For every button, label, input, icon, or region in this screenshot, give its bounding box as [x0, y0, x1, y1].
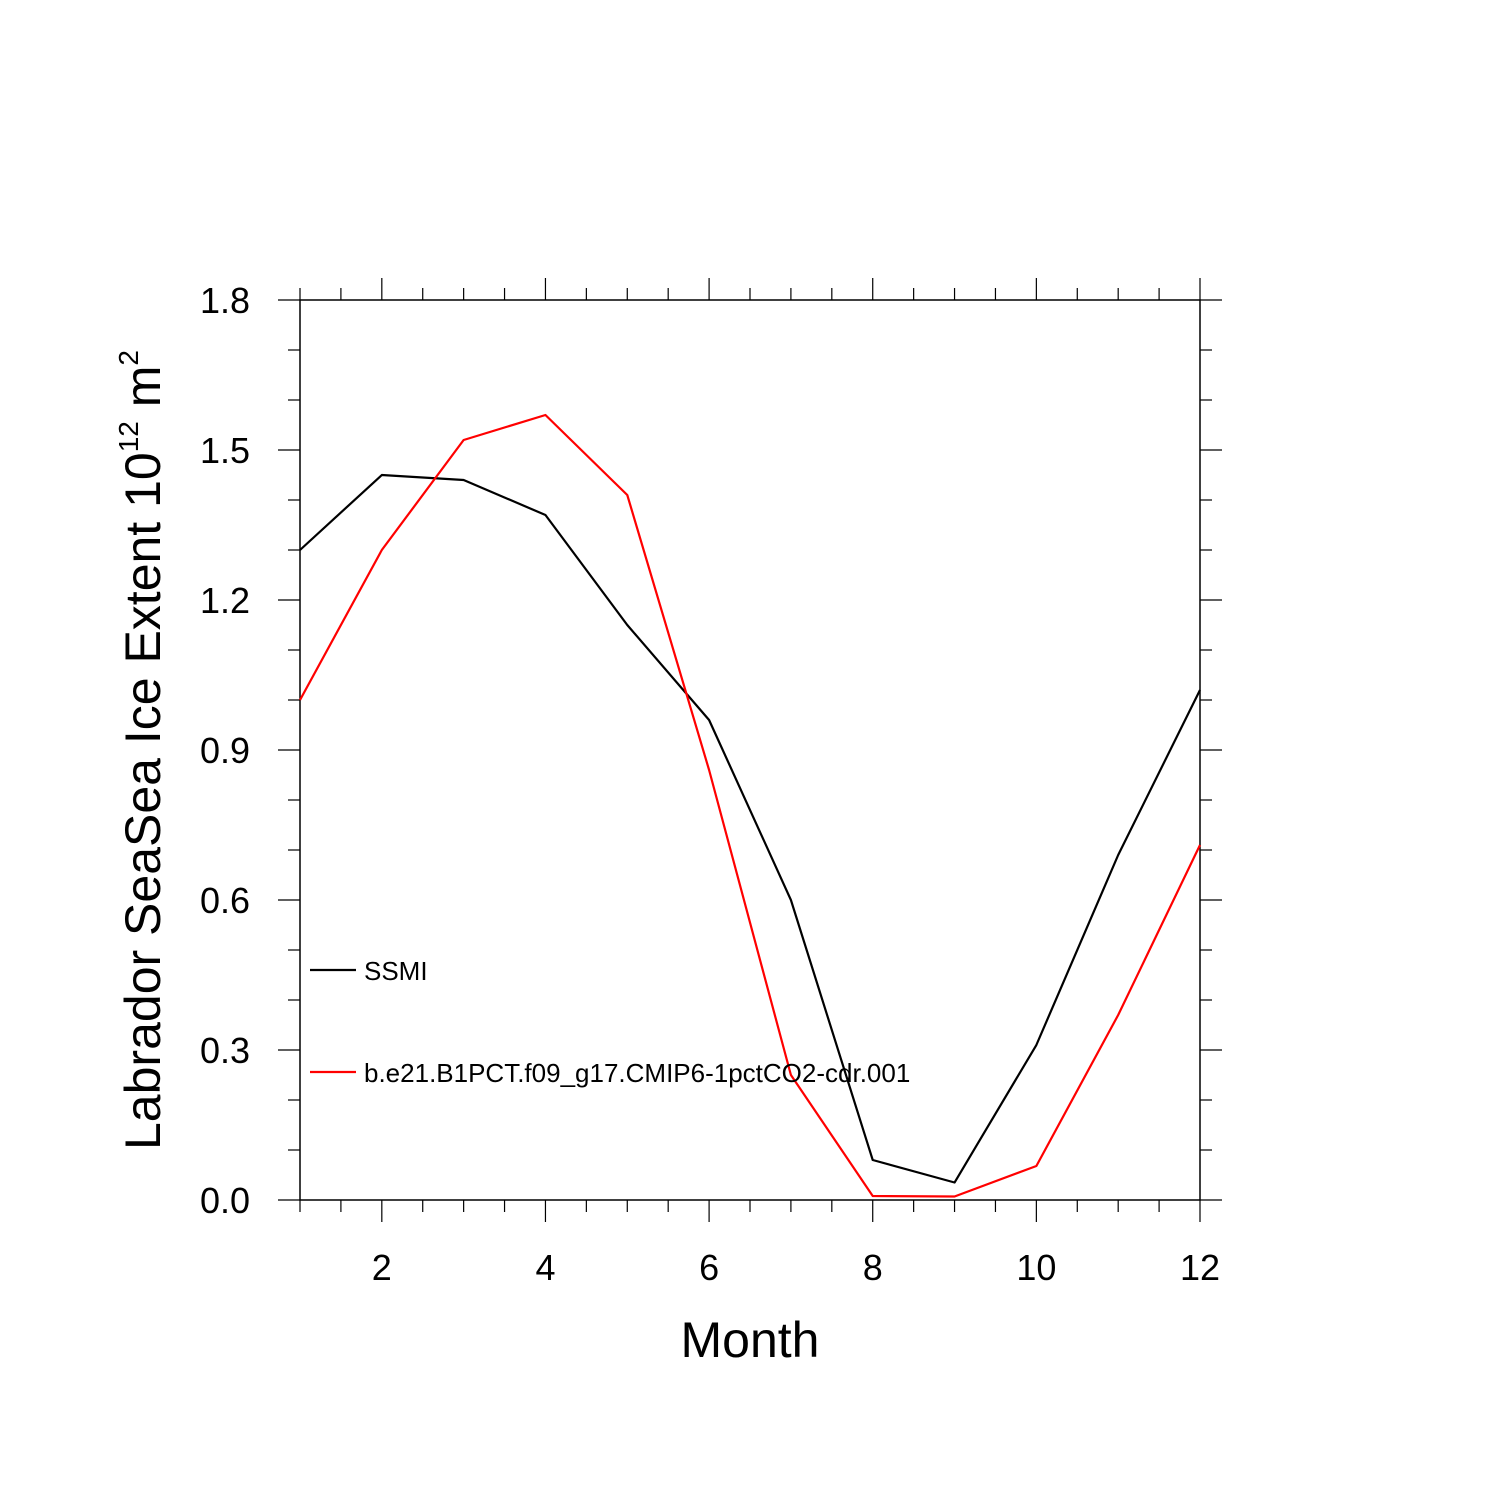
x-tick-labels: 2 4 6 8 10 12 [372, 1247, 1220, 1288]
y-tick-label: 0.6 [200, 880, 250, 921]
series-lines [299, 413, 1201, 1198]
y-axis-title-exponent: 12 [113, 421, 144, 452]
series-line-1 [299, 473, 1201, 1184]
x-tick-label: 10 [1016, 1247, 1056, 1288]
y-tick-label: 1.2 [200, 580, 250, 621]
y-axis-title-base: Labrador SeaSea Ice Extent 10 [115, 452, 171, 1150]
legend-label-1: SSMI [364, 956, 428, 986]
y-tick-label: 1.8 [200, 280, 250, 321]
y-tick-label: 1.5 [200, 430, 250, 471]
legend: SSMI b.e21.B1PCT.f09_g17.CMIP6-1pctCO2-cd… [310, 956, 910, 1088]
x-tick-label: 12 [1180, 1247, 1220, 1288]
x-tick-label: 6 [699, 1247, 719, 1288]
x-tick-label: 2 [372, 1247, 392, 1288]
x-tick-label: 8 [863, 1247, 883, 1288]
y-tick-label: 0.3 [200, 1030, 250, 1071]
y-tick-labels: 0.0 0.3 0.6 0.9 1.2 1.5 1.8 [200, 280, 250, 1221]
series-line-2 [299, 413, 1201, 1198]
y-tick-label: 0.9 [200, 730, 250, 771]
legend-label-2: b.e21.B1PCT.f09_g17.CMIP6-1pctCO2-cdr.00… [364, 1058, 910, 1088]
x-axis-title: Month [681, 1312, 820, 1368]
y-ticks [278, 299, 1222, 1201]
x-tick-label: 4 [535, 1247, 555, 1288]
y-tick-label: 0.0 [200, 1180, 250, 1221]
y-axis-title-unit: m [115, 366, 171, 422]
y-axis-title: Labrador SeaSea Ice Extent 1012 m2 [113, 350, 171, 1150]
y-axis-title-unit-exponent: 2 [113, 350, 144, 366]
x-ticks [299, 278, 1201, 1222]
